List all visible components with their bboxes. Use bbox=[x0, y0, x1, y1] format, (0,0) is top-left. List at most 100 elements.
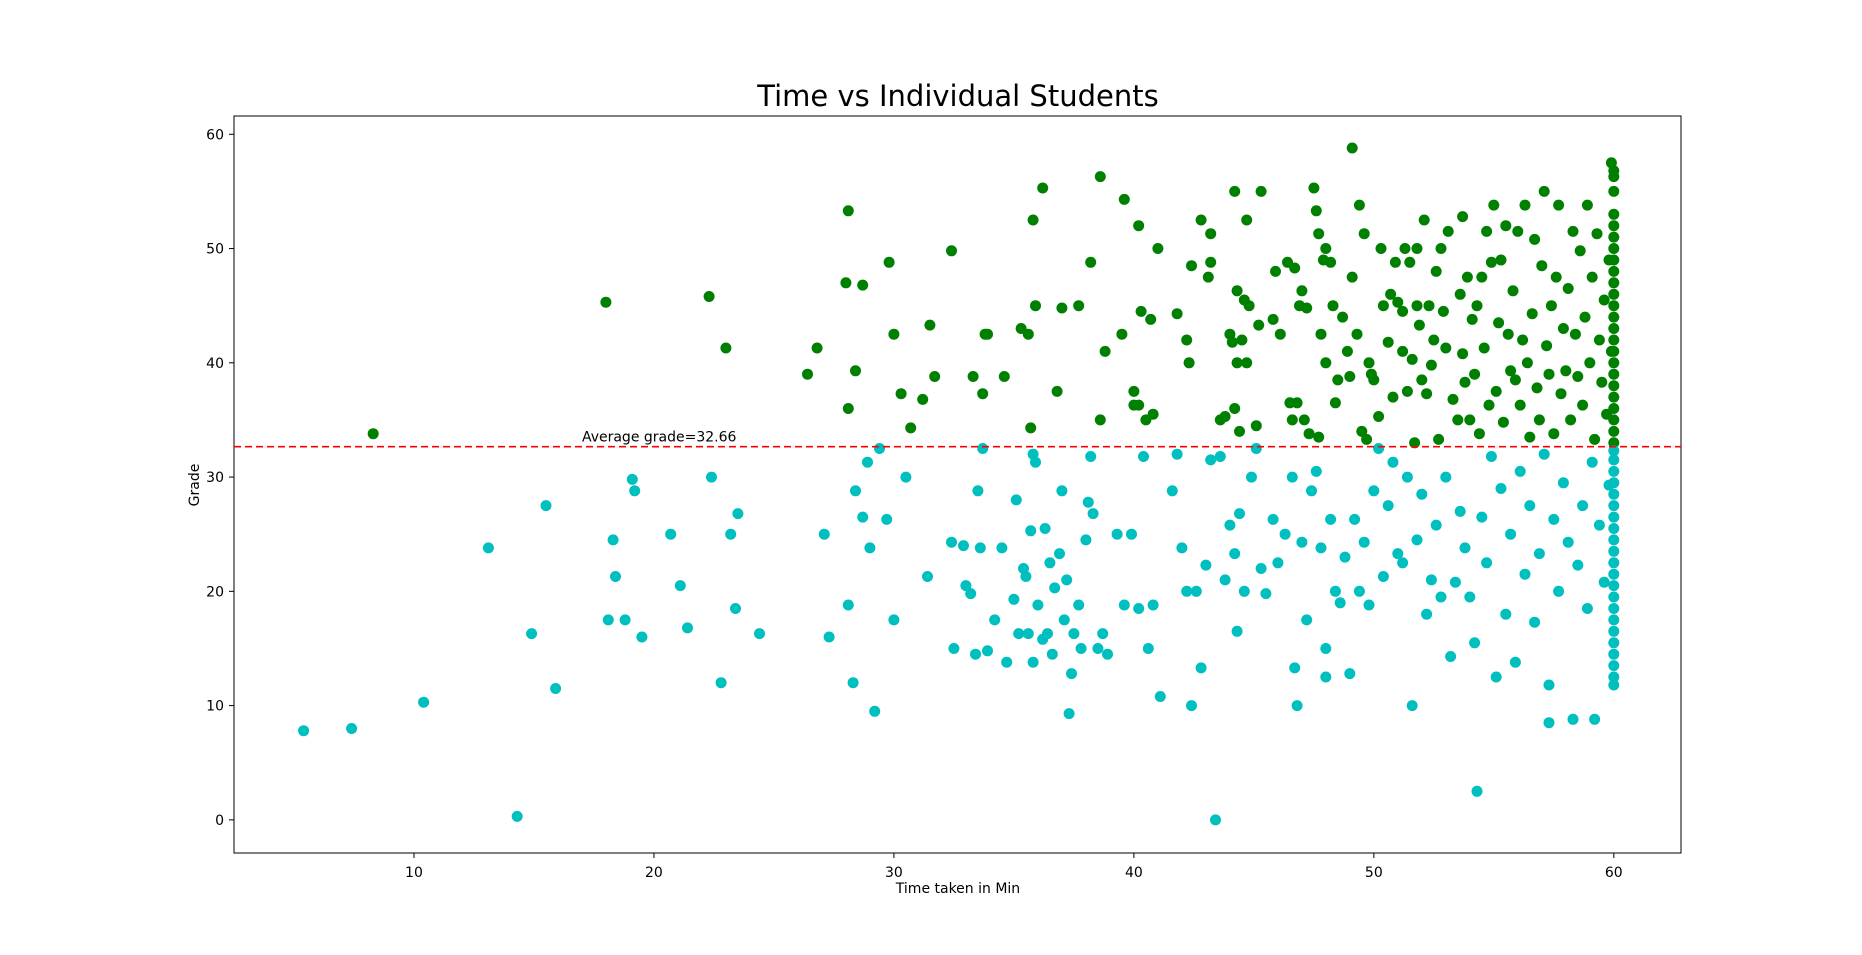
data-point bbox=[1231, 625, 1243, 637]
data-point bbox=[1154, 691, 1166, 702]
data-point bbox=[1541, 340, 1553, 352]
data-point bbox=[1128, 385, 1140, 397]
data-point bbox=[482, 542, 494, 554]
data-point bbox=[864, 542, 876, 554]
data-point bbox=[1229, 548, 1241, 560]
data-point bbox=[1608, 414, 1620, 426]
data-point bbox=[1598, 576, 1610, 588]
data-point bbox=[1495, 483, 1507, 494]
data-point bbox=[1404, 256, 1416, 268]
data-point bbox=[1142, 643, 1154, 654]
data-point bbox=[847, 677, 859, 689]
data-point bbox=[996, 542, 1008, 554]
data-point bbox=[1046, 648, 1058, 660]
data-point bbox=[1195, 662, 1207, 674]
data-point bbox=[1195, 214, 1207, 226]
data-point bbox=[1608, 679, 1620, 691]
data-point bbox=[1231, 285, 1243, 297]
data-point bbox=[1608, 220, 1620, 232]
data-point bbox=[1485, 451, 1497, 462]
data-point bbox=[1030, 456, 1041, 468]
data-point bbox=[511, 810, 523, 822]
data-point bbox=[1118, 599, 1130, 611]
data-point bbox=[610, 571, 621, 582]
data-point bbox=[607, 534, 619, 546]
data-point bbox=[1253, 319, 1265, 331]
data-point bbox=[998, 371, 1010, 382]
data-point bbox=[1082, 496, 1094, 508]
data-point bbox=[1608, 334, 1620, 346]
data-point bbox=[1608, 568, 1620, 580]
x-axis: 10 20 30 40 50 60 bbox=[405, 853, 1623, 881]
data-point bbox=[1306, 485, 1317, 497]
data-point bbox=[1411, 534, 1423, 546]
data-point bbox=[1020, 571, 1032, 582]
data-point bbox=[1205, 256, 1217, 268]
data-point bbox=[857, 279, 869, 291]
data-point bbox=[974, 542, 986, 554]
data-point bbox=[1042, 628, 1053, 640]
data-point bbox=[977, 443, 989, 454]
data-point bbox=[1238, 585, 1250, 597]
data-point bbox=[1094, 171, 1106, 183]
data-point bbox=[1133, 603, 1145, 614]
data-point bbox=[1545, 300, 1557, 312]
data-point bbox=[1229, 185, 1241, 197]
plot-frame bbox=[233, 115, 1682, 854]
data-point bbox=[1608, 454, 1620, 466]
data-point bbox=[850, 485, 861, 497]
data-point bbox=[1205, 228, 1217, 240]
data-point bbox=[1411, 300, 1423, 312]
average-annotation: Average grade=32.66 bbox=[582, 430, 737, 446]
data-point bbox=[1608, 380, 1620, 392]
data-point bbox=[1471, 785, 1483, 797]
data-point bbox=[1435, 243, 1447, 254]
data-point bbox=[1533, 414, 1545, 426]
data-point bbox=[1385, 288, 1397, 300]
data-point bbox=[1457, 211, 1469, 223]
data-point bbox=[1056, 485, 1068, 497]
data-point bbox=[1190, 585, 1202, 597]
data-point bbox=[1353, 199, 1365, 211]
data-point bbox=[1596, 376, 1608, 388]
data-point bbox=[970, 648, 981, 660]
data-point bbox=[1485, 256, 1497, 268]
data-point bbox=[1466, 313, 1478, 325]
data-point bbox=[540, 500, 552, 512]
data-point bbox=[960, 580, 972, 592]
data-point bbox=[967, 371, 979, 382]
data-point bbox=[1493, 317, 1505, 329]
data-point bbox=[1538, 185, 1550, 197]
x-tick-label: 60 bbox=[1605, 865, 1623, 881]
data-point bbox=[1241, 357, 1253, 369]
data-point bbox=[922, 571, 933, 582]
data-point bbox=[1464, 591, 1476, 603]
data-point bbox=[1226, 336, 1238, 348]
data-point bbox=[1464, 414, 1476, 426]
data-point bbox=[602, 614, 614, 626]
data-point bbox=[1608, 545, 1620, 557]
data-point bbox=[1286, 471, 1298, 483]
data-point bbox=[1608, 625, 1620, 637]
data-point bbox=[840, 277, 852, 289]
data-point bbox=[1320, 243, 1332, 254]
data-point bbox=[1272, 557, 1284, 569]
data-point bbox=[823, 631, 835, 643]
data-point bbox=[1270, 265, 1281, 277]
data-point bbox=[1401, 385, 1413, 397]
data-point bbox=[1608, 637, 1620, 649]
data-point bbox=[1289, 262, 1301, 274]
data-point bbox=[1586, 271, 1598, 283]
data-point bbox=[1435, 591, 1447, 603]
data-point bbox=[1459, 376, 1471, 388]
data-point bbox=[958, 540, 969, 552]
data-point bbox=[1495, 254, 1507, 266]
data-point bbox=[972, 485, 984, 497]
data-point bbox=[706, 471, 717, 483]
data-point bbox=[1608, 185, 1620, 197]
data-point bbox=[1440, 342, 1452, 354]
data-point bbox=[1099, 345, 1111, 357]
data-point bbox=[346, 723, 358, 734]
data-point bbox=[418, 696, 430, 708]
data-point bbox=[674, 580, 686, 592]
